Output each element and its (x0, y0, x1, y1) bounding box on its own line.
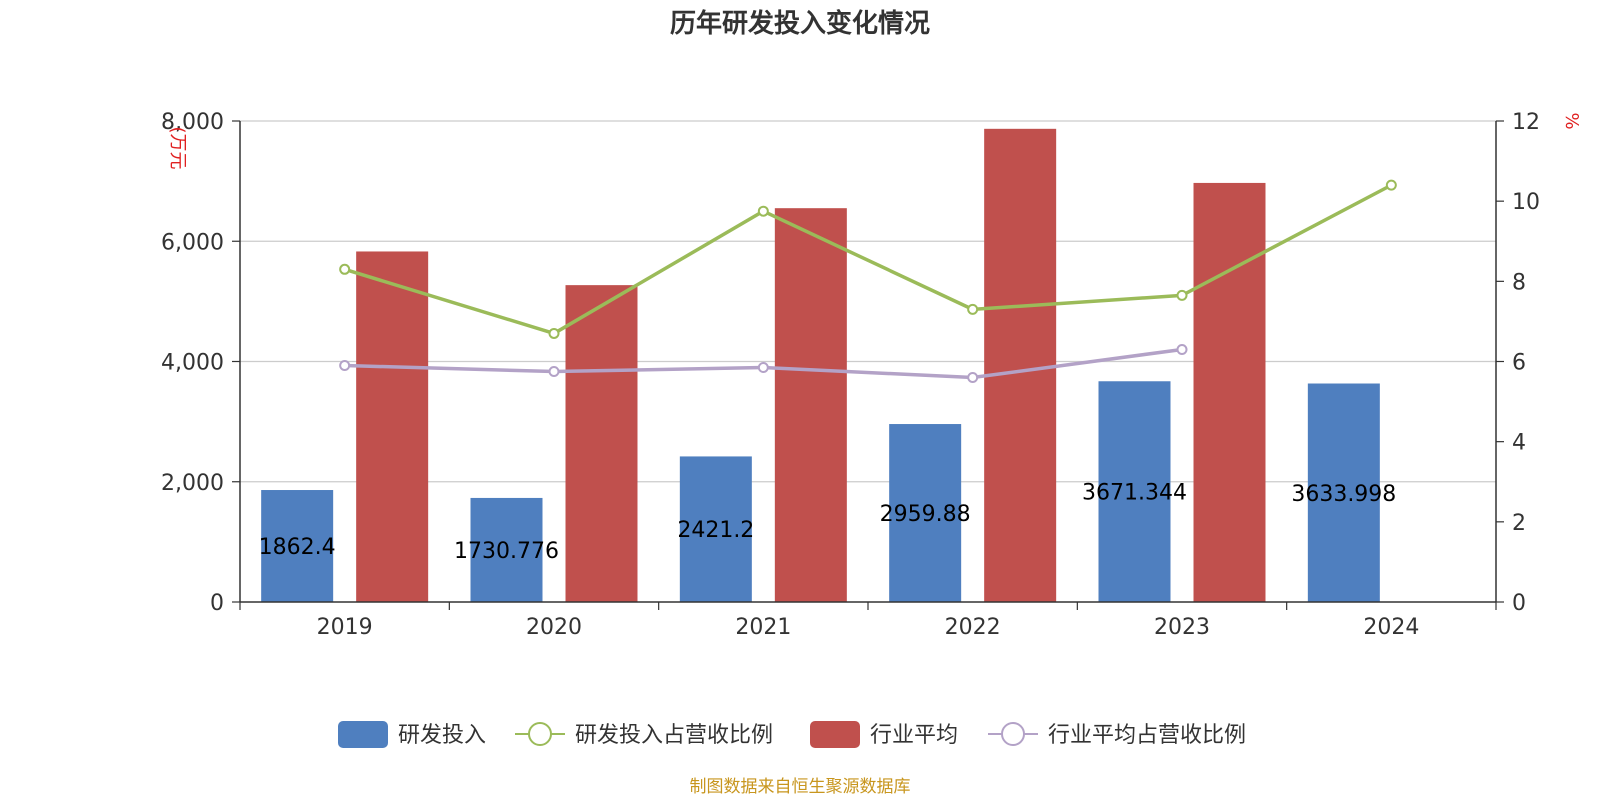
bar (356, 251, 429, 602)
y-right-tick-label: 4 (1512, 431, 1526, 456)
lines (339, 179, 1397, 384)
legend-label: 研发投入 (398, 723, 486, 748)
bar-data-label: 1730.776 (454, 539, 559, 564)
bar (565, 285, 638, 602)
y-right-tick-label: 0 (1512, 591, 1526, 616)
bar (1307, 383, 1380, 602)
y-right-unit: % (1561, 112, 1582, 129)
y-right-tick-label: 8 (1512, 270, 1526, 295)
legend-swatch-bar (810, 721, 860, 748)
bar (261, 490, 334, 602)
x-tick-label: 2024 (1363, 615, 1419, 640)
legend-swatch-bar (338, 721, 388, 748)
line-point (1176, 343, 1188, 355)
bar-data-label: 2959.88 (880, 502, 971, 527)
bar (774, 208, 847, 602)
y-right-tick-label: 6 (1512, 351, 1526, 376)
line-point (339, 360, 351, 372)
bar (889, 424, 962, 602)
line-point (967, 372, 979, 384)
bar (1193, 182, 1266, 602)
line-point (967, 303, 979, 315)
source-text: 制图数据来自恒生聚源数据库 (690, 777, 911, 797)
chart-title: 历年研发投入变化情况 (670, 8, 930, 39)
line-point (1176, 289, 1188, 301)
bar (679, 456, 752, 602)
legend-swatch-marker (1001, 722, 1025, 746)
series-line (344, 183, 1393, 336)
line-point (339, 263, 351, 275)
legend-label: 行业平均占营收比例 (1048, 723, 1246, 748)
y-right-tick-label: 2 (1512, 511, 1526, 536)
legend-swatch-marker (528, 722, 552, 746)
line-point (548, 327, 560, 339)
bar (470, 497, 543, 602)
x-tick-label: 2019 (317, 615, 373, 640)
y-right-tick-label: 12 (1512, 110, 1540, 135)
y-left-unit: (万元 (167, 126, 188, 169)
line-point (1385, 179, 1397, 191)
bar-data-label: 1862.4 (259, 535, 336, 560)
legend-label: 研发投入占营收比例 (575, 723, 773, 748)
y-left-tick-label: 0 (210, 591, 224, 616)
x-tick-label: 2020 (526, 615, 582, 640)
line-point (757, 205, 769, 217)
y-left-tick-label: 6,000 (161, 230, 224, 255)
line-point (757, 362, 769, 374)
y-left-tick-label: 4,000 (161, 351, 224, 376)
y-left-tick-label: 2,000 (161, 471, 224, 496)
y-left-tick-label: 8,000 (161, 110, 224, 135)
bar-data-label: 3633.998 (1291, 482, 1396, 507)
x-tick-label: 2023 (1154, 615, 1210, 640)
axes: 0 2,000 4,000 6,000 8,000 0 2 4 6 8 10 12 (万元% 2019 20… (161, 110, 1582, 640)
bar-data-label: 3671.344 (1082, 481, 1187, 506)
line-point (548, 366, 560, 378)
bar (984, 128, 1057, 602)
data-labels: 1862.4 1730.776 2421.2 2959.88 3671.344 3633.… (259, 481, 1397, 564)
grid (240, 120, 1496, 483)
x-tick-label: 2022 (945, 615, 1001, 640)
legend-label: 行业平均 (870, 723, 958, 748)
legend: 研发投入 研发投入占营收比例 行业平均 行业平均占营收比例 (338, 721, 1246, 748)
bars (261, 128, 1380, 602)
y-right-tick-label: 10 (1512, 190, 1540, 215)
bar (1098, 381, 1171, 602)
x-tick-label: 2021 (735, 615, 791, 640)
bar-data-label: 2421.2 (677, 518, 754, 543)
